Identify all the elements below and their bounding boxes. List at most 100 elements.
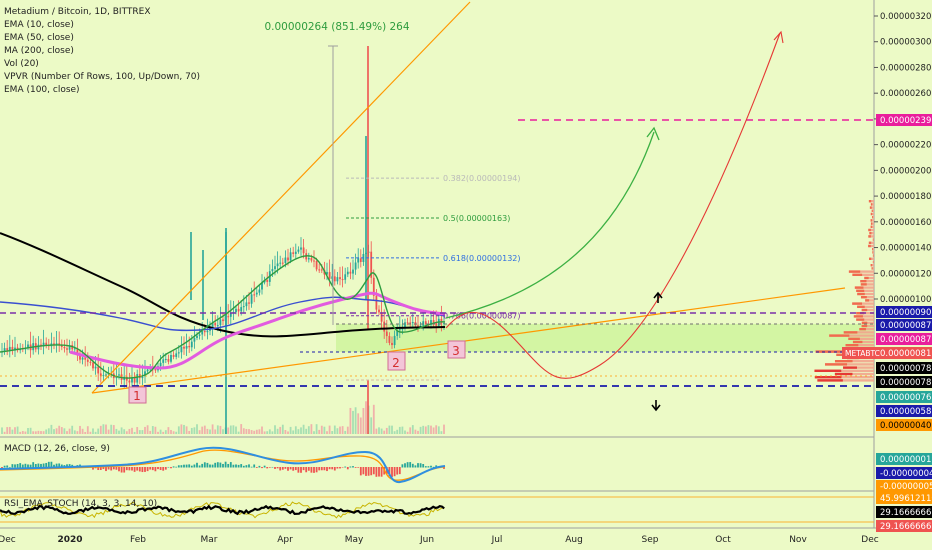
macd-histogram-bar	[146, 467, 149, 472]
volume-bar	[71, 425, 74, 434]
macd-histogram-bar	[268, 467, 271, 468]
volume-bar	[287, 431, 289, 434]
candle-body	[341, 279, 344, 281]
time-axis[interactable]: Dec 2020 Feb Mar Apr May Jun Jul Aug Sep Oct Nov Dec	[0, 535, 879, 545]
volume-bar	[89, 431, 92, 434]
volume-bar	[8, 426, 11, 434]
volume-bar	[362, 408, 365, 434]
volume-bar	[370, 417, 373, 434]
rsi-pane[interactable]	[0, 496, 874, 523]
vpvr-bar-up	[868, 200, 872, 203]
macd-histogram-bar	[396, 467, 399, 475]
price-tick-label: 0.00000100	[880, 295, 931, 305]
macd-histogram-bar	[333, 467, 336, 471]
candle-body	[242, 306, 245, 308]
legend-item-vol[interactable]: Vol (20)	[4, 59, 39, 69]
macd-histogram-bar	[331, 467, 334, 470]
volume-bar	[84, 431, 87, 434]
price-badge-label: 0.00000087	[880, 335, 931, 345]
volume-bar	[414, 429, 417, 434]
macd-histogram-bar	[398, 467, 401, 475]
volume-bar	[281, 424, 284, 434]
vpvr-bar-up	[861, 324, 868, 328]
candle-body	[159, 362, 162, 367]
volume-bar	[331, 431, 334, 434]
price-badge-label: 0.00000058	[880, 407, 931, 417]
macd-histogram-bar	[172, 466, 175, 468]
wave-label-3[interactable]: 3	[447, 340, 466, 359]
volume-bar	[432, 427, 435, 434]
macd-histogram-bar	[92, 467, 94, 470]
macd-histogram-bar	[422, 464, 425, 468]
price-badge-label: 0.00000239	[880, 116, 931, 126]
time-tick-label: Feb	[130, 535, 146, 545]
time-tick-label: Sep	[642, 535, 659, 545]
support-trendline[interactable]	[91, 287, 846, 394]
volume-bar	[276, 428, 279, 434]
candle-body	[190, 341, 193, 348]
candle-body	[310, 258, 313, 261]
candle-body	[188, 345, 191, 348]
fib-retracement[interactable]: 0.382(0.00000194) 0.5(0.00000163) 0.618(0.…	[346, 174, 521, 381]
macd-histogram-bar	[302, 467, 305, 471]
macd-histogram-bar	[235, 464, 237, 468]
legend-item-ema100[interactable]: EMA (100, close)	[4, 85, 80, 95]
price-axis[interactable]: 0.00000320 0.00000300 0.00000280 0.00000260…	[874, 12, 931, 305]
macd-histogram-bar	[66, 464, 68, 468]
bullish-projection-path[interactable]	[445, 131, 655, 319]
vpvr-bar	[870, 222, 874, 225]
volume-bar	[440, 431, 443, 434]
candle-body	[300, 247, 302, 250]
bearish-projection-path[interactable]	[445, 32, 781, 379]
volume-bar	[240, 424, 243, 434]
candle-body	[154, 369, 157, 371]
volume-bar	[86, 426, 89, 434]
rsi-title[interactable]: RSI_EMA_STOCH (14, 3, 3, 14, 10)	[4, 499, 158, 509]
price-badge	[876, 306, 932, 318]
wave-label-1[interactable]: 1	[128, 386, 147, 404]
volume-bar	[214, 429, 217, 434]
macd-histogram-bar	[393, 467, 396, 477]
candle-body	[136, 374, 139, 383]
macd-histogram-bar	[232, 464, 235, 468]
candle-body	[6, 348, 9, 351]
candle-body	[170, 354, 172, 362]
price-tick-label: 0.00000140	[880, 244, 931, 254]
rsi-badge-label: 45.99612110	[880, 494, 932, 504]
legend-item-vpvr[interactable]: VPVR (Number Of Rows, 100, Up/Down, 70)	[4, 72, 201, 82]
rising-trendline[interactable]	[91, 1, 471, 394]
volume-bar	[47, 428, 50, 434]
volume-bar	[266, 431, 269, 434]
vpvr-bar-up	[870, 225, 873, 228]
macd-histogram-bar	[443, 467, 445, 469]
macd-histogram-bar	[276, 467, 279, 469]
candle-body	[271, 269, 274, 272]
candle-body	[92, 362, 94, 369]
candle-body	[216, 325, 219, 327]
volume-bar	[151, 426, 154, 434]
macd-histogram-bar	[170, 467, 172, 469]
wave-label-2[interactable]: 2	[387, 351, 406, 371]
legend-item-ma200[interactable]: MA (200, close)	[4, 46, 74, 56]
vpvr-bar-up	[868, 241, 872, 244]
volume-bar	[302, 424, 305, 434]
symbol-title[interactable]: Metadium / Bitcoin, 1D, BITTREX	[4, 7, 151, 17]
macd-histogram-bar	[266, 467, 269, 469]
macd-histogram-bar	[242, 465, 245, 468]
price-badge-label: 0.00000090	[880, 308, 931, 318]
legend-item-ema10[interactable]: EMA (10, close)	[4, 20, 74, 30]
legend-item-ema50[interactable]: EMA (50, close)	[4, 33, 74, 43]
vpvr-bar	[870, 219, 874, 222]
volume-bar	[118, 430, 120, 434]
volume-bar	[42, 431, 45, 434]
macd-pane[interactable]	[0, 446, 446, 483]
macd-histogram-bar	[289, 467, 292, 470]
vpvr-bar	[843, 331, 874, 334]
vpvr-bar	[852, 273, 874, 276]
vpvr-bar	[854, 286, 874, 289]
vpvr-bar	[869, 257, 874, 260]
macd-title[interactable]: MACD (12, 26, close, 9)	[4, 444, 110, 454]
candle-body	[245, 302, 248, 307]
macd-histogram-bar	[284, 467, 287, 469]
